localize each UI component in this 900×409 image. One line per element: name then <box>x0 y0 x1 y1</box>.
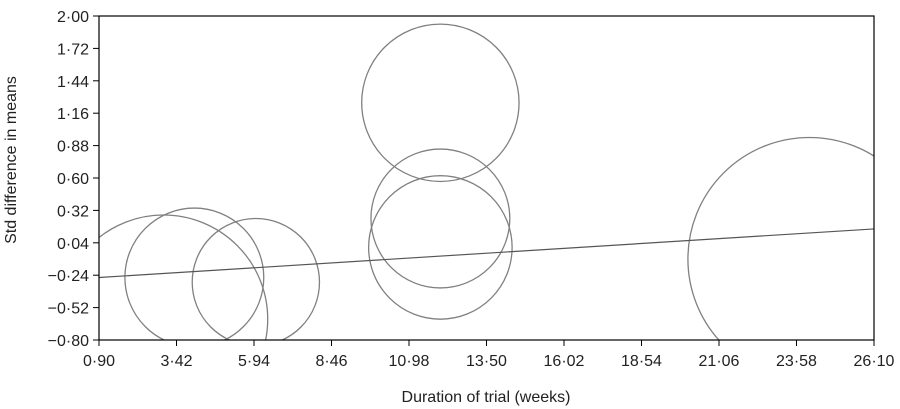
x-tick-label: 26·10 <box>854 353 895 370</box>
x-axis-title: Duration of trial (weeks) <box>402 389 571 406</box>
y-tick-label: −0·24 <box>48 268 89 285</box>
y-tick-label: 0·60 <box>57 171 89 188</box>
plot-frame <box>98 15 875 341</box>
data-bubble <box>367 175 513 320</box>
y-tick-label: −0·80 <box>48 333 89 350</box>
y-tick-label: 0·88 <box>57 139 89 156</box>
data-bubble <box>124 207 265 340</box>
regression-line <box>99 228 874 279</box>
x-tick-label: 10·98 <box>389 353 430 370</box>
regression-line-layer <box>99 228 874 279</box>
x-tick-label: 18·54 <box>621 353 662 370</box>
data-bubble <box>99 214 269 340</box>
y-tick-label: 0·32 <box>57 203 89 220</box>
y-axis-ticks: 2·00 1·72 1·44 1·16 0·88 0·60 0·32 0·04 −0·24 −0·… <box>48 9 99 350</box>
y-axis-title: Std difference in means <box>3 76 20 244</box>
x-axis-ticks: 0·90 3·42 5·94 8·46 10·98 13·50 16·02 18·54 21·0… <box>83 340 895 370</box>
data-bubble <box>191 217 321 340</box>
y-tick-label: 1·72 <box>57 41 89 58</box>
data-bubble <box>687 136 874 340</box>
x-tick-label: 13·50 <box>466 353 507 370</box>
x-tick-label: 16·02 <box>544 353 585 370</box>
y-tick-label: 2·00 <box>57 9 89 26</box>
x-tick-label: 0·90 <box>83 353 115 370</box>
y-tick-label: 1·16 <box>57 106 89 123</box>
y-tick-label: 1·44 <box>57 74 89 91</box>
y-tick-label: 0·04 <box>57 236 89 253</box>
x-tick-label: 5·94 <box>238 353 270 370</box>
y-tick-label: −0·52 <box>48 301 89 318</box>
x-tick-label: 8·46 <box>315 353 347 370</box>
data-bubble <box>370 148 511 289</box>
x-tick-label: 21·06 <box>699 353 740 370</box>
data-bubble <box>361 23 520 183</box>
x-tick-label: 3·42 <box>160 353 192 370</box>
x-tick-label: 23·58 <box>776 353 817 370</box>
bubbles-layer <box>99 23 874 340</box>
